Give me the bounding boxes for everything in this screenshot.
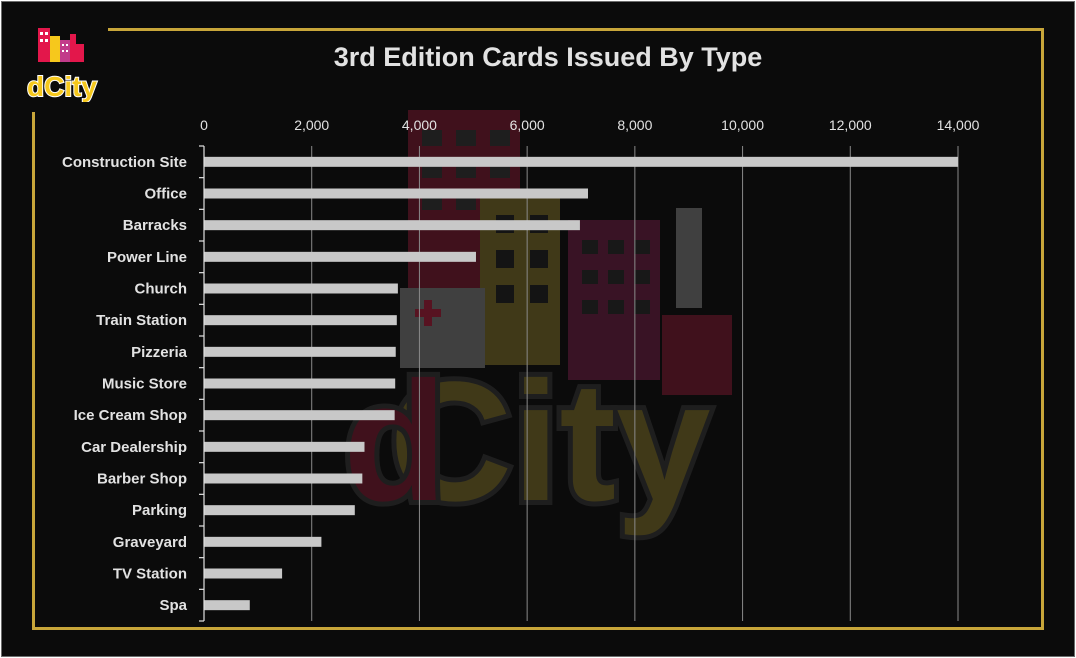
x-tick-label: 0 <box>200 117 208 133</box>
category-label: Barber Shop <box>97 471 187 488</box>
bar <box>204 188 589 199</box>
category-label: Music Store <box>102 376 187 393</box>
x-tick-label: 8,000 <box>617 117 652 133</box>
category-label: Church <box>135 281 188 298</box>
category-label: Train Station <box>96 312 187 329</box>
chart-title: 3rd Edition Cards Issued By Type <box>333 42 763 72</box>
svg-text:City: City <box>389 347 710 537</box>
logo-text: dCity <box>27 71 97 102</box>
x-tick-label: 12,000 <box>829 117 872 133</box>
x-tick-label: 4,000 <box>402 117 437 133</box>
category-label: Graveyard <box>113 534 187 551</box>
category-label: Spa <box>159 597 187 614</box>
category-label: Power Line <box>107 249 187 266</box>
category-label: Car Dealership <box>81 439 187 456</box>
bar <box>204 346 396 357</box>
bar <box>204 600 250 611</box>
x-tick-label: 10,000 <box>721 117 764 133</box>
x-tick-label: 14,000 <box>937 117 980 133</box>
bar <box>204 441 365 452</box>
category-label: Barracks <box>123 217 187 234</box>
bar <box>204 410 395 421</box>
bar <box>204 283 398 294</box>
bar <box>204 156 958 167</box>
bar <box>204 505 355 516</box>
dcity-watermark-image: City d <box>340 110 732 542</box>
bar <box>204 536 322 547</box>
bar <box>204 473 363 484</box>
x-tick-label: 2,000 <box>294 117 329 133</box>
gold-frame <box>32 28 1044 630</box>
dcity-logo-image: dCity <box>26 28 98 102</box>
bar <box>204 568 283 579</box>
category-label: Pizzeria <box>131 344 188 361</box>
bar <box>204 315 397 326</box>
bar <box>204 378 396 389</box>
bar <box>204 220 580 231</box>
category-label: Construction Site <box>62 154 187 171</box>
bar <box>204 251 476 262</box>
x-tick-label: 6,000 <box>510 117 545 133</box>
category-label: Parking <box>132 502 187 519</box>
category-label: TV Station <box>113 566 187 583</box>
category-label: Office <box>144 186 187 203</box>
category-label: Ice Cream Shop <box>74 407 187 424</box>
